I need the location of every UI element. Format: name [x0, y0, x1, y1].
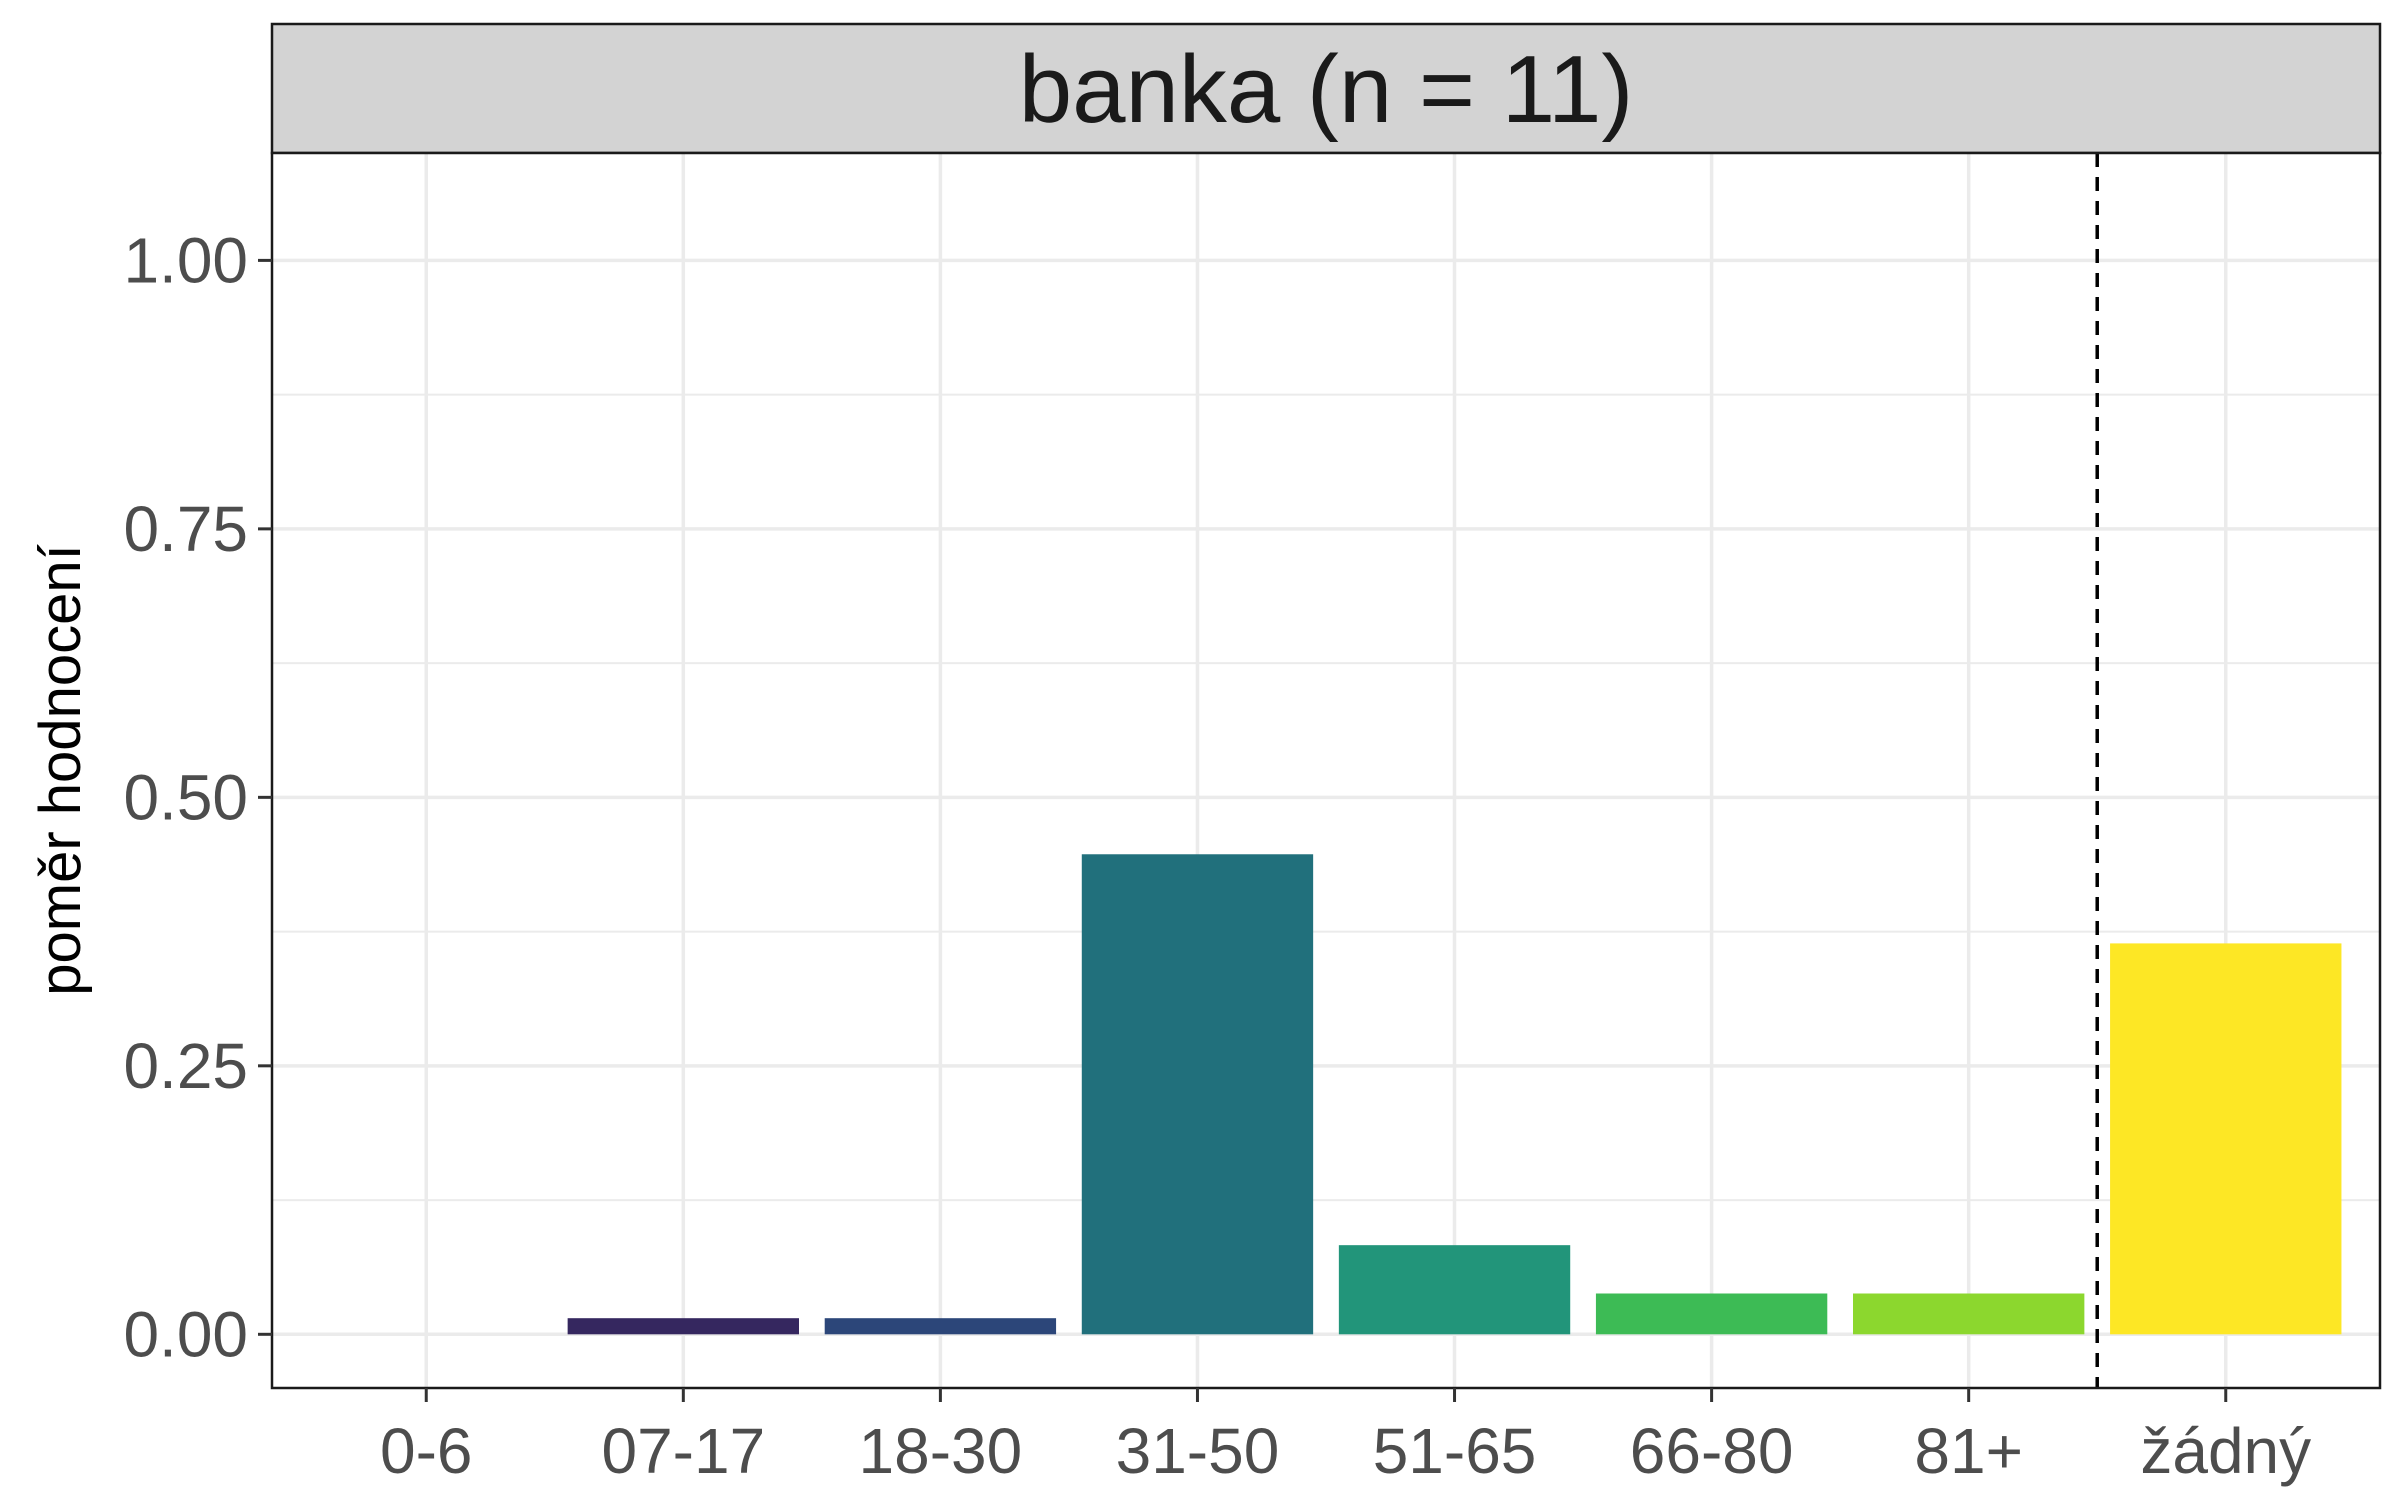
bar-07-17 — [567, 1318, 799, 1335]
panel-border — [270, 151, 2382, 1390]
bar-31-50 — [1081, 854, 1314, 1335]
x-tick-label: 81+ — [1914, 1415, 2023, 1487]
x-tick-label: 66-80 — [1630, 1415, 1794, 1487]
x-tick-label: 07-17 — [601, 1415, 765, 1487]
grid-lines — [272, 153, 2380, 1388]
y-tick-label: 0.25 — [123, 1030, 248, 1102]
x-tick-label: 31-50 — [1116, 1415, 1280, 1487]
bar-18-30 — [824, 1318, 1057, 1335]
x-tick-label: 0-6 — [380, 1415, 473, 1487]
bar-66-80 — [1595, 1293, 1828, 1335]
y-tick-label: 0.75 — [123, 493, 248, 565]
plot-panel — [272, 153, 2380, 1388]
y-tick-label: 0.00 — [123, 1298, 248, 1370]
x-tick-label: 18-30 — [859, 1415, 1023, 1487]
x-axis: 0-6 07-17 18-30 31-50 51-65 66-80 81+ žádný — [380, 1388, 2311, 1487]
facet-strip — [270, 22, 2382, 155]
bar-51-65 — [1338, 1245, 1571, 1335]
facet-title: banka (n = 11) — [1019, 36, 1634, 143]
x-tick-label: žádný — [2140, 1415, 2311, 1487]
y-tick-label: 1.00 — [123, 224, 248, 296]
x-tick-label: 51-65 — [1373, 1415, 1537, 1487]
y-axis-title: poměr hodnocení — [28, 544, 93, 995]
bars — [567, 854, 2342, 1335]
y-tick-label: 0.50 — [123, 761, 248, 833]
bar-žádný — [2110, 943, 2342, 1335]
y-axis: 0.00 0.25 0.50 0.75 1.00 — [123, 224, 272, 1370]
bar-81+ — [1853, 1293, 2085, 1335]
